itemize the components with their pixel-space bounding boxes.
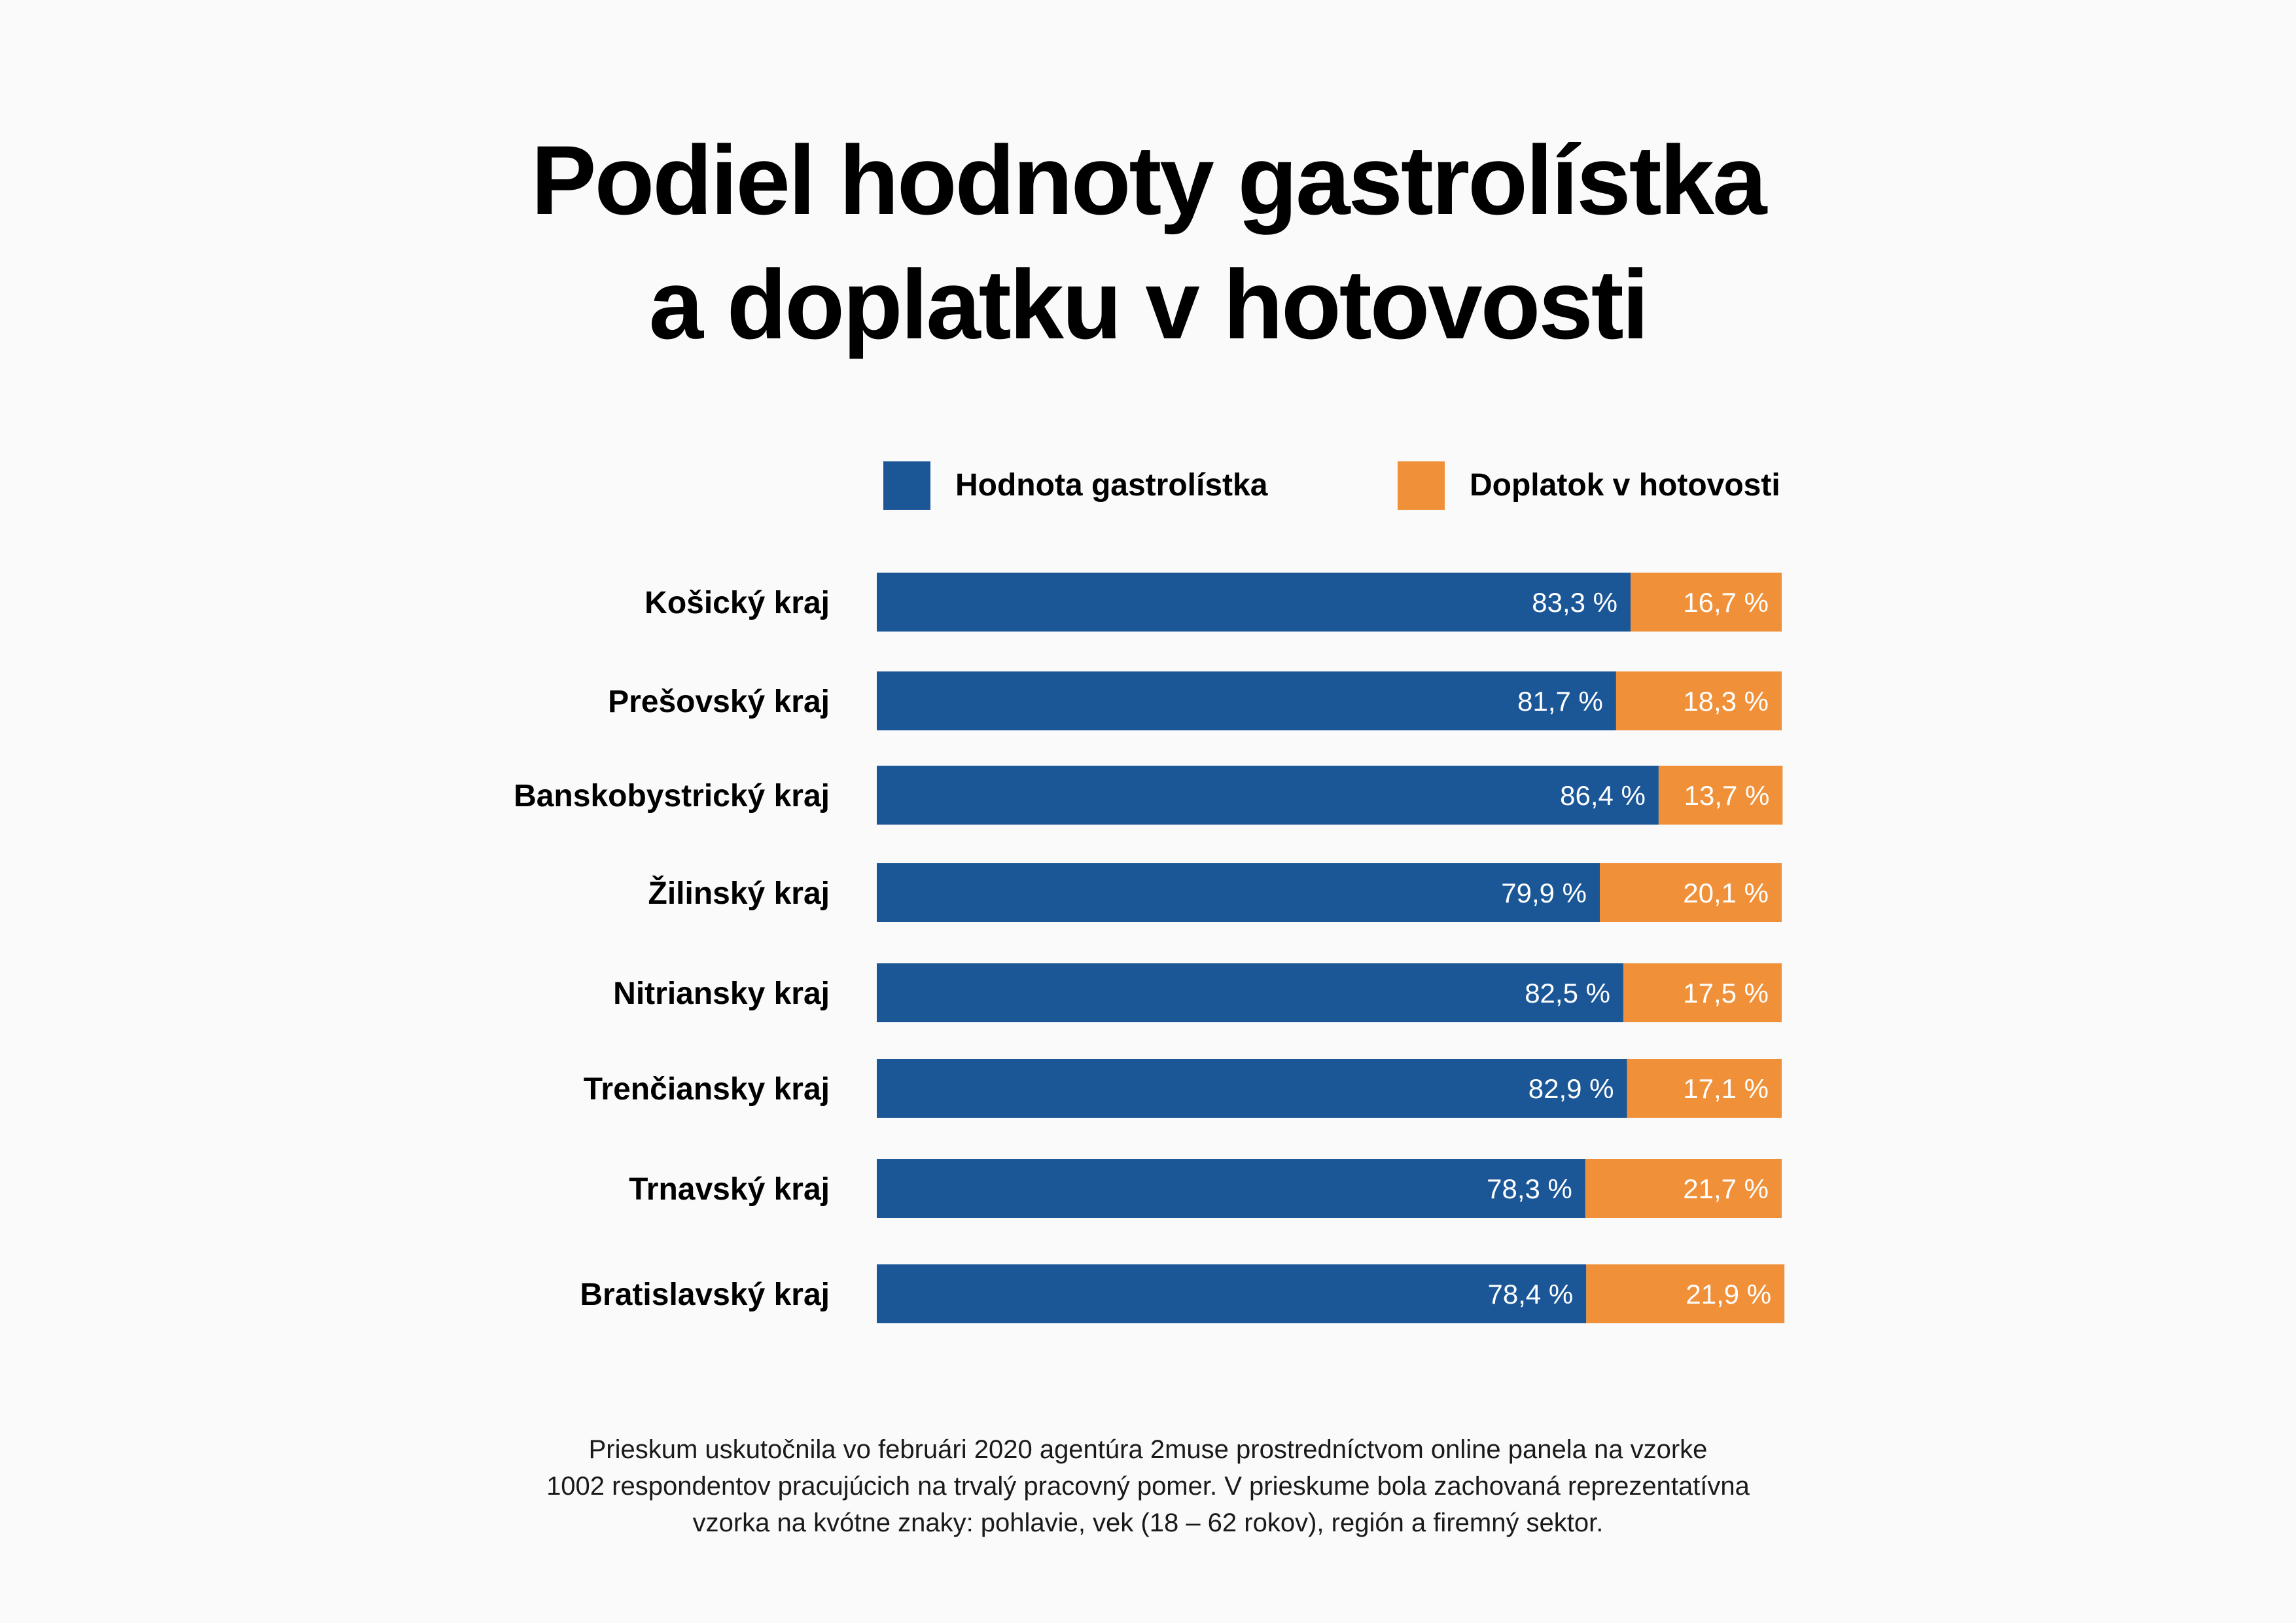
- bar-row-presovsky-kraj: Prešovský kraj 81,7 % 18,3 %: [608, 671, 1782, 730]
- footnote-line-3: vzorka na kvótne znaky: pohlavie, vek (1…: [692, 1508, 1604, 1537]
- data-label: 16,7 %: [1683, 587, 1769, 618]
- data-label: 18,3 %: [1683, 686, 1769, 717]
- category-label: Prešovský kraj: [608, 685, 830, 719]
- footnote-line-1: Prieskum uskutočnila vo februári 2020 ag…: [588, 1435, 1708, 1464]
- data-label: 21,9 %: [1686, 1279, 1771, 1310]
- category-label: Nitriansky kraj: [613, 976, 830, 1011]
- category-label: Žilinský kraj: [648, 875, 830, 911]
- bar-segment-doplatok: [1586, 1264, 1785, 1323]
- data-label: 20,1 %: [1683, 878, 1769, 908]
- legend-swatch-blue: [883, 461, 930, 510]
- bar-segment-gastrolistok: [877, 766, 1659, 825]
- chart-title-line-1: Podiel hodnoty gastrolístka: [531, 125, 1767, 235]
- data-label: 21,7 %: [1683, 1173, 1769, 1204]
- category-label: Trnavský kraj: [629, 1172, 830, 1207]
- category-label: Banskobystrický kraj: [514, 779, 830, 813]
- bar-row-trnavsky-kraj: Trnavský kraj 78,3 % 21,7 %: [629, 1159, 1782, 1218]
- data-label: 79,9 %: [1501, 878, 1587, 908]
- data-label: 82,5 %: [1525, 978, 1610, 1008]
- legend-swatch-orange: [1398, 461, 1445, 510]
- data-label: 86,4 %: [1560, 780, 1646, 811]
- legend-label-doplatok-v-hotovosti: Doplatok v hotovosti: [1470, 468, 1780, 503]
- bar-segment-gastrolistok: [877, 1264, 1587, 1323]
- bar-segment-doplatok: [1631, 573, 1782, 632]
- data-label: 81,7 %: [1517, 686, 1603, 717]
- bar-segment-gastrolistok: [877, 671, 1616, 730]
- bar-segment-gastrolistok: [877, 863, 1600, 922]
- bar-segment-doplatok: [1623, 963, 1782, 1022]
- bar-row-banskobystricky-kraj: Banskobystrický kraj 86,4 % 13,7 %: [514, 766, 1783, 825]
- data-label: 83,3 %: [1532, 587, 1617, 618]
- bar-row-zilinsky-kraj: Žilinský kraj 79,9 % 20,1 %: [648, 863, 1782, 922]
- data-label: 78,4 %: [1488, 1279, 1574, 1310]
- chart-title: Podiel hodnoty gastrolístka a doplatku v…: [0, 118, 2296, 366]
- data-label: 13,7 %: [1684, 780, 1770, 811]
- bar-row-bratislavsky-kraj: Bratislavský kraj 78,4 % 21,9 %: [580, 1264, 1785, 1323]
- bar-segment-gastrolistok: [877, 1159, 1585, 1218]
- category-label: Trenčiansky kraj: [584, 1072, 830, 1107]
- bar-row-trenciansky-kraj: Trenčiansky kraj 82,9 % 17,1 %: [584, 1059, 1782, 1118]
- data-label: 82,9 %: [1528, 1073, 1614, 1104]
- category-label: Bratislavský kraj: [580, 1277, 830, 1312]
- bar-segment-doplatok: [1658, 766, 1783, 825]
- bar-row-kosicky-kraj: Košický kraj 83,3 % 16,7 %: [645, 573, 1782, 632]
- footnote: Prieskum uskutočnila vo februári 2020 ag…: [0, 1431, 2296, 1541]
- legend-label-hodnota-gastrolistka: Hodnota gastrolístka: [955, 468, 1268, 503]
- bar-segment-gastrolistok: [877, 963, 1623, 1022]
- footnote-line-2: 1002 respondentov pracujúcich na trvalý …: [546, 1472, 1750, 1501]
- bar-row-nitriansky-kraj: Nitriansky kraj 82,5 % 17,5 %: [613, 963, 1782, 1022]
- category-label: Košický kraj: [645, 586, 830, 620]
- bar-segment-gastrolistok: [877, 1059, 1627, 1118]
- bar-segment-doplatok: [1600, 863, 1782, 922]
- bar-segment-doplatok: [1585, 1159, 1782, 1218]
- bar-segment-doplatok: [1616, 671, 1782, 730]
- data-label: 17,1 %: [1683, 1073, 1769, 1104]
- chart-title-line-2: a doplatku v hotovosti: [648, 249, 1650, 359]
- data-label: 17,5 %: [1683, 978, 1769, 1008]
- bar-segment-gastrolistok: [877, 573, 1631, 632]
- data-label: 78,3 %: [1487, 1173, 1572, 1204]
- bar-segment-doplatok: [1627, 1059, 1782, 1118]
